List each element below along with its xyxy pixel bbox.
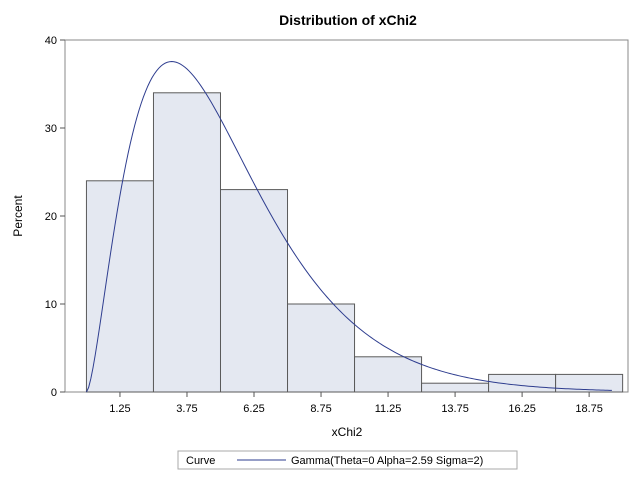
histogram-bar — [421, 382, 490, 393]
y-tick-label: 40 — [45, 35, 57, 47]
x-tick-label: 1.25 — [109, 403, 130, 415]
x-tick-label: 13.75 — [441, 403, 469, 415]
x-tick-label: 6.25 — [243, 403, 264, 415]
y-axis-label: Percent — [11, 195, 25, 237]
x-tick-label: 16.25 — [508, 403, 536, 415]
histogram-bar — [287, 303, 356, 393]
chart-title: Distribution of xChi2 — [279, 12, 417, 28]
histogram-bar — [354, 356, 423, 393]
x-tick-label: 8.75 — [310, 403, 331, 415]
x-tick-label: 11.25 — [375, 403, 402, 415]
y-axis: 0 10 20 30 40 — [45, 35, 65, 399]
y-tick-label: 30 — [45, 123, 57, 135]
histogram-bar — [152, 92, 221, 393]
y-tick-label: 0 — [51, 387, 57, 399]
histogram-bar — [220, 189, 289, 393]
legend-box — [177, 450, 518, 470]
histogram-bar — [85, 180, 154, 393]
y-tick-label: 20 — [45, 211, 57, 223]
gamma-curve-line — [85, 61, 612, 393]
bars-layer — [85, 92, 624, 393]
legend-title: Curve — [186, 455, 215, 467]
y-tick-label: 10 — [45, 299, 57, 311]
x-tick-label: 18.75 — [575, 403, 603, 415]
x-axis: 1.25 3.75 6.25 8.75 11.25 13.75 16.25 18.75 — [109, 392, 603, 415]
x-axis-label: xChi2 — [332, 425, 363, 439]
curve-layer — [85, 61, 612, 393]
legend-curve-label: Gamma(Theta=0 Alpha=2.59 Sigma=2) — [291, 455, 483, 467]
x-tick-label: 3.75 — [176, 403, 197, 415]
legend: Curve Gamma(Theta=0 Alpha=2.59 Sigma=2) — [177, 450, 518, 470]
